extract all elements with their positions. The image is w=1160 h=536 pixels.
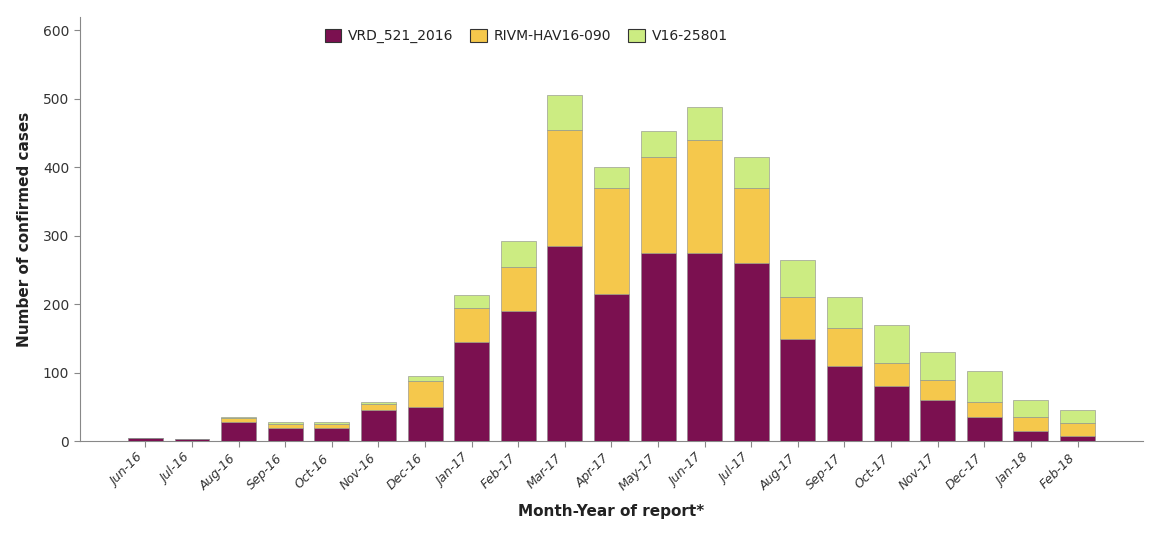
Bar (174, 439, 210, 441)
Legend: VRD_521_2016, RIVM-HAV16-090, V16-25801: VRD_521_2016, RIVM-HAV16-090, V16-25801 (319, 24, 733, 49)
Bar (640, 157, 675, 253)
Bar (640, 253, 675, 441)
Bar (361, 411, 396, 441)
X-axis label: Month-Year of report*: Month-Year of report* (519, 504, 704, 519)
Bar (407, 407, 442, 441)
Bar (1060, 423, 1095, 436)
Bar (966, 418, 1002, 441)
Bar (1014, 418, 1049, 431)
Bar (222, 416, 256, 418)
Bar (455, 308, 490, 342)
Bar (781, 260, 815, 297)
Bar (966, 402, 1002, 418)
Bar (548, 95, 582, 130)
Bar (548, 246, 582, 441)
Bar (873, 386, 908, 441)
Bar (268, 424, 303, 428)
Bar (268, 428, 303, 441)
Bar (734, 157, 769, 188)
Bar (687, 253, 723, 441)
Bar (734, 263, 769, 441)
Bar (501, 266, 536, 311)
Bar (920, 379, 955, 400)
Bar (920, 400, 955, 441)
Bar (873, 362, 908, 386)
Bar (407, 381, 442, 407)
Bar (594, 294, 629, 441)
Bar (827, 366, 862, 441)
Bar (455, 342, 490, 441)
Bar (128, 438, 162, 441)
Bar (548, 130, 582, 246)
Bar (781, 339, 815, 441)
Bar (501, 311, 536, 441)
Bar (361, 401, 396, 404)
Bar (314, 422, 349, 424)
Bar (407, 376, 442, 381)
Bar (268, 422, 303, 424)
Bar (1060, 410, 1095, 423)
Bar (873, 325, 908, 362)
Bar (222, 418, 256, 422)
Bar (966, 371, 1002, 402)
Bar (1060, 436, 1095, 441)
Bar (314, 428, 349, 441)
Y-axis label: Number of confirmed cases: Number of confirmed cases (16, 111, 31, 347)
Bar (594, 167, 629, 188)
Bar (501, 241, 536, 266)
Bar (594, 188, 629, 294)
Bar (827, 328, 862, 366)
Bar (1014, 400, 1049, 418)
Bar (920, 352, 955, 379)
Bar (640, 131, 675, 157)
Bar (687, 107, 723, 140)
Bar (455, 295, 490, 308)
Bar (734, 188, 769, 263)
Bar (781, 297, 815, 339)
Bar (687, 140, 723, 253)
Bar (827, 297, 862, 328)
Bar (361, 404, 396, 411)
Bar (222, 422, 256, 441)
Bar (314, 424, 349, 428)
Bar (1014, 431, 1049, 441)
